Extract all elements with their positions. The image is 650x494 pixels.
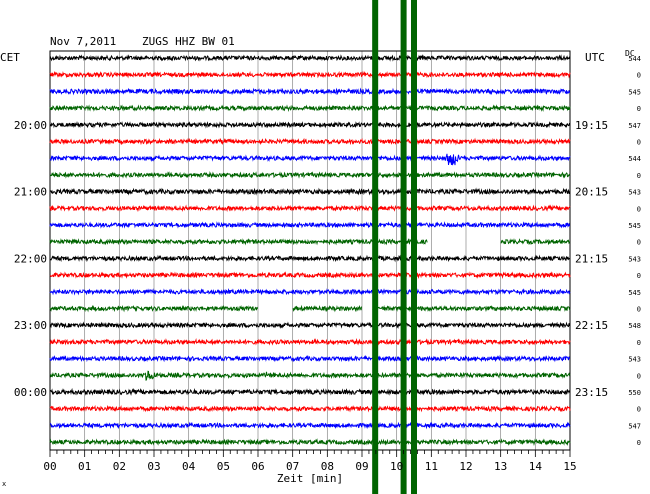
trace-row-20 — [49, 387, 571, 396]
right-hour-label: 19:15 — [575, 119, 608, 132]
x-tick-label: 11 — [425, 460, 438, 473]
spike-layer — [372, 0, 417, 494]
dc-offset-label: 0 — [637, 306, 641, 314]
trace-row-12 — [49, 254, 571, 263]
trace-row-6 — [49, 153, 571, 166]
left-hour-label: 00:00 — [14, 386, 47, 399]
x-tick-label: 09 — [355, 460, 368, 473]
trace-row-13 — [49, 271, 571, 280]
trace-row-19 — [49, 370, 571, 381]
dc-offset-label: 547 — [628, 122, 641, 130]
x-tick-label: 13 — [494, 460, 507, 473]
dc-offset-label: 0 — [637, 439, 641, 447]
dc-offset-label: 545 — [628, 88, 641, 96]
trace-row-1 — [49, 70, 571, 79]
dc-offset-label: 545 — [628, 289, 641, 297]
dc-offset-label: 543 — [628, 356, 641, 364]
x-tick-label: 14 — [529, 460, 543, 473]
trace-row-0 — [49, 54, 571, 62]
x-tick-label: 06 — [251, 460, 264, 473]
spike-event-2 — [411, 0, 417, 494]
trace-row-14 — [49, 288, 571, 296]
trace-row-18 — [49, 354, 571, 363]
dc-offset-label: 0 — [637, 372, 641, 380]
trace-row-7 — [49, 171, 571, 179]
trace-row-2 — [49, 87, 571, 96]
label-layer: 20:00 21:00 22:00 23:00 00:00 19:15 20:15 21:15… — [14, 55, 641, 447]
dc-offset-label: 0 — [637, 139, 641, 147]
axis-layer: 00 01 02 03 04 05 06 07 08 09 10 11 12 13 14 15 — [43, 450, 577, 473]
x-tick-label: 01 — [78, 460, 91, 473]
trace-row-10 — [49, 221, 571, 229]
trace-row-15 — [49, 304, 571, 313]
right-hour-label: 22:15 — [575, 319, 608, 332]
dc-column-label: DC — [625, 49, 635, 58]
dc-offset-label: 550 — [628, 389, 641, 397]
trace-row-4 — [49, 120, 571, 129]
x-tick-label: 10 — [390, 460, 403, 473]
x-tick-label: 03 — [147, 460, 160, 473]
x-tick-label: 07 — [286, 460, 299, 473]
left-timezone-label: CET — [0, 51, 20, 64]
left-hour-label: 21:00 — [14, 186, 47, 199]
dc-offset-label: 0 — [637, 339, 641, 347]
dc-offset-label: 0 — [637, 205, 641, 213]
grid-layer — [49, 50, 571, 451]
x-tick-label: 08 — [321, 460, 334, 473]
dc-offset-label: 0 — [637, 72, 641, 80]
right-hour-label: 21:15 — [575, 252, 608, 265]
trace-row-11 — [49, 238, 571, 246]
trace-row-17 — [49, 338, 571, 346]
x-tick-label: 00 — [43, 460, 56, 473]
dc-offset-label: 548 — [628, 322, 641, 330]
trace-row-23 — [49, 438, 571, 447]
spike-event-1 — [400, 0, 407, 494]
x-tick-label: 04 — [182, 460, 196, 473]
right-timezone-label: UTC — [585, 51, 605, 64]
right-hour-label: 23:15 — [575, 386, 608, 399]
dc-offset-label: 0 — [637, 239, 641, 247]
trace-row-3 — [49, 104, 571, 112]
dc-offset-label: 545 — [628, 222, 641, 230]
trace-row-8 — [49, 187, 571, 196]
trace-layer — [49, 54, 571, 447]
plot-frame — [49, 50, 571, 451]
header-date: Nov 7,2011 — [50, 35, 116, 48]
dc-offset-label: 0 — [637, 406, 641, 414]
left-hour-label: 22:00 — [14, 252, 47, 265]
x-tick-label: 12 — [459, 460, 472, 473]
dc-offset-label: 547 — [628, 422, 641, 430]
x-tick-label: 05 — [217, 460, 230, 473]
x-tick-label: 02 — [113, 460, 126, 473]
left-hour-label: 23:00 — [14, 319, 47, 332]
trace-row-9 — [49, 204, 571, 213]
trace-row-22 — [49, 421, 571, 430]
right-hour-label: 20:15 — [575, 186, 608, 199]
header-station: ZUGS HHZ BW 01 — [142, 35, 235, 48]
x-axis-label: Zeit [min] — [277, 472, 343, 485]
trace-row-21 — [49, 404, 571, 413]
trace-row-16 — [49, 321, 571, 330]
dc-offset-label: 0 — [637, 272, 641, 280]
spike-event-0 — [372, 0, 379, 494]
dc-offset-label: 0 — [637, 105, 641, 113]
dc-offset-label: 543 — [628, 255, 641, 263]
dc-offset-label: 0 — [637, 172, 641, 180]
dc-offset-label: 543 — [628, 189, 641, 197]
dc-offset-label: 544 — [628, 55, 641, 63]
corner-mark: x — [2, 480, 6, 488]
x-tick-label: 15 — [563, 460, 576, 473]
left-hour-label: 20:00 — [14, 119, 47, 132]
dc-offset-label: 544 — [628, 155, 641, 163]
trace-row-5 — [49, 137, 571, 146]
